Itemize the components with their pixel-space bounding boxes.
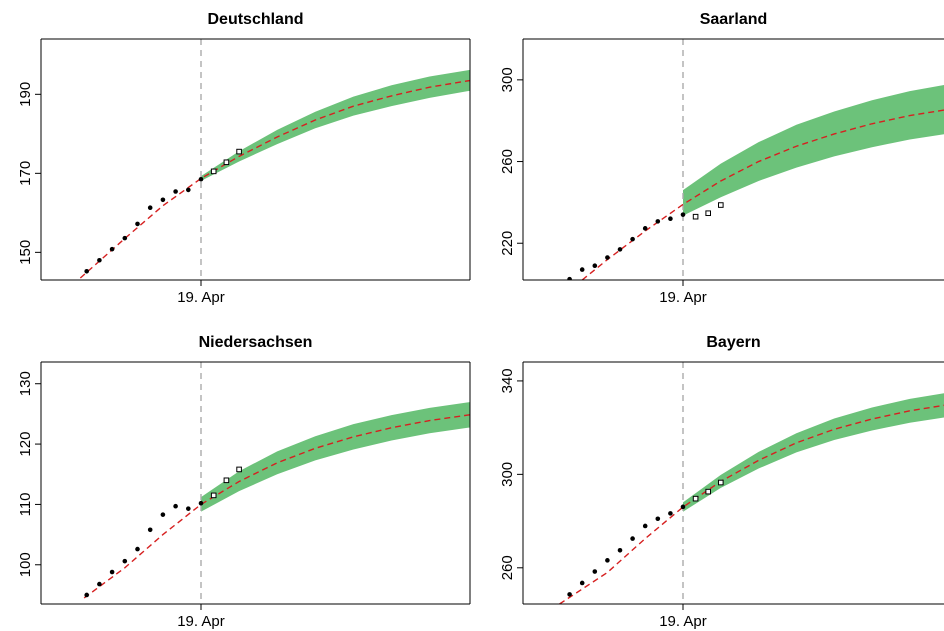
y-tick-label: 300 [499, 67, 516, 92]
observed-point [642, 523, 648, 529]
y-tick-label: 190 [17, 82, 34, 107]
panel-title: Bayern [706, 334, 760, 351]
observed-point-open [692, 213, 699, 220]
panel-title: Deutschland [207, 11, 303, 28]
observed-point [109, 246, 115, 252]
prediction-band [201, 69, 470, 181]
x-tick-label: 19. Apr [177, 289, 225, 306]
observed-point [160, 512, 166, 517]
chart-panel-3: Niedersachsen 100 110 120 130 19. Apr [17, 334, 471, 630]
fit-line [79, 79, 470, 279]
observed-point [642, 226, 648, 231]
x-tick-label: 19. Apr [177, 613, 225, 630]
panel-title: Niedersachsen [199, 334, 313, 351]
observed-point-open [692, 495, 699, 502]
y-tick-label: 220 [499, 231, 516, 256]
x-tick-label: 19. Apr [659, 289, 707, 306]
observed-point [680, 504, 686, 510]
observed-point-open [718, 479, 724, 486]
observed-point-open [223, 159, 230, 166]
observed-point [147, 205, 153, 210]
x-tick-label: 19. Apr [659, 613, 707, 630]
y-tick-label: 170 [17, 161, 34, 186]
observed-point [173, 503, 178, 509]
observed-point [668, 511, 673, 516]
observed-point [680, 212, 686, 217]
plot-area [79, 39, 470, 280]
observed-point [147, 527, 153, 533]
prediction-band [201, 402, 470, 512]
observed-point [84, 592, 89, 598]
observed-point [579, 580, 585, 586]
observed-point [655, 516, 661, 522]
observed-point [567, 276, 572, 280]
panel-title: Saarland [700, 11, 768, 28]
y-tick-label: 260 [499, 149, 516, 174]
chart-panel-1: Deutschland 150 170 190 19. Apr [17, 11, 471, 306]
observed-point [630, 536, 635, 541]
observed-point [592, 569, 598, 574]
observed-point-open [223, 477, 230, 484]
observed-point [668, 216, 673, 222]
y-tick-label: 120 [17, 432, 34, 457]
observed-point [617, 547, 623, 553]
observed-point [605, 255, 610, 260]
observed-point [122, 558, 128, 564]
observed-point [122, 235, 128, 241]
observed-point-open [236, 148, 242, 155]
observed-point [605, 558, 610, 563]
observed-point [97, 257, 102, 263]
observed-point [617, 247, 623, 252]
observed-point-open [210, 492, 217, 499]
observed-point [109, 569, 115, 575]
observed-point [173, 189, 178, 194]
observed-point [160, 197, 166, 203]
plot-area [83, 362, 470, 604]
prediction-band [683, 393, 944, 512]
fit-line [83, 414, 470, 599]
observed-point-open [236, 466, 242, 473]
observed-point-open [718, 202, 724, 208]
observed-point [186, 187, 191, 193]
observed-point [655, 219, 661, 224]
observed-point [567, 592, 572, 597]
plot-area [567, 39, 944, 280]
y-tick-label: 340 [499, 368, 516, 393]
observed-point [97, 581, 102, 587]
observed-point [135, 221, 140, 227]
y-tick-label: 150 [17, 240, 34, 265]
observed-point-open [705, 488, 712, 495]
observed-point [630, 236, 635, 242]
observed-point [579, 267, 585, 272]
observed-point [135, 546, 140, 552]
plot-area [559, 362, 944, 604]
observed-point [186, 506, 191, 511]
chart-panel-4: Bayern 260 300 340 19. Apr [499, 334, 944, 630]
fit-line [559, 404, 944, 604]
observed-point [592, 263, 598, 269]
observed-point [198, 500, 204, 506]
y-tick-label: 300 [499, 462, 516, 487]
chart-panel-2: Saarland 220 260 300 19. Apr [499, 11, 944, 306]
observed-point-open [210, 168, 217, 175]
observed-point [198, 176, 204, 182]
observed-point-open [705, 210, 712, 217]
y-tick-label: 110 [17, 492, 34, 516]
observed-point [84, 269, 89, 274]
y-tick-label: 100 [17, 552, 34, 577]
prediction-band [683, 84, 944, 216]
y-tick-label: 130 [17, 371, 34, 396]
y-tick-label: 260 [499, 555, 516, 580]
fit-line [581, 109, 944, 280]
